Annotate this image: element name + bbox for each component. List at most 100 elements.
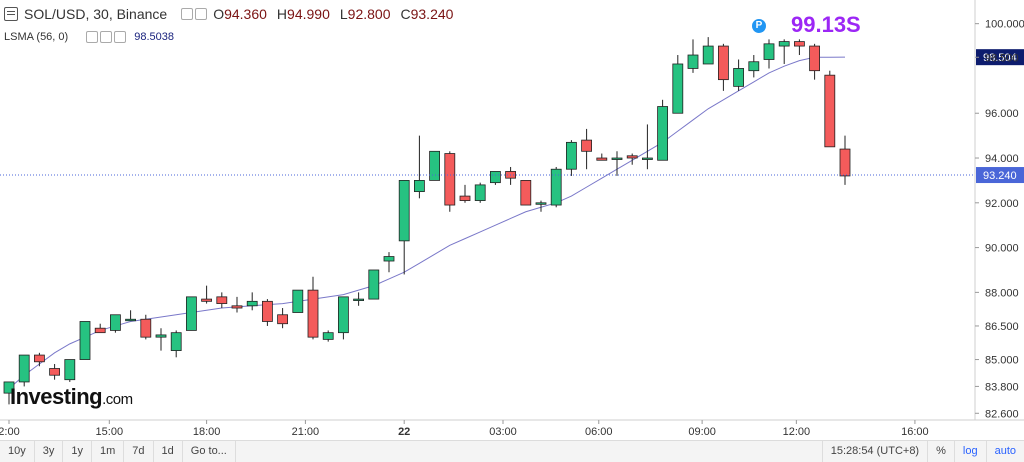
candle-body — [459, 195, 471, 201]
last-price-tag-text: 93.240 — [983, 170, 1017, 182]
y-tick-label: 96.000 — [985, 108, 1019, 120]
price-line-layer: 93.240 98.504 — [0, 49, 1024, 184]
candle — [520, 180, 532, 206]
candle-body — [429, 150, 441, 181]
candle-body — [794, 41, 805, 47]
candle-body — [140, 318, 152, 338]
candle-body — [413, 180, 425, 193]
candle-body — [155, 334, 167, 338]
event-badge[interactable]: P — [752, 19, 766, 33]
x-tick-label: 15:00 — [96, 426, 124, 438]
candle — [292, 289, 304, 313]
settings-icon[interactable] — [195, 8, 208, 20]
candle — [794, 39, 805, 56]
lsma-tag — [976, 49, 1024, 66]
x-tick-label: 12:00 — [783, 426, 811, 438]
y-tick-label: 83.800 — [985, 381, 1019, 393]
y-tick-label: 86.500 — [985, 321, 1019, 333]
menu-icon[interactable] — [4, 7, 18, 21]
candle-body — [292, 289, 304, 313]
indicator-visibility-icon[interactable] — [86, 31, 99, 43]
candle-body — [231, 305, 243, 309]
indicator-value: 98.5038 — [134, 31, 174, 43]
candle-body — [611, 157, 623, 160]
candle-body — [824, 74, 836, 148]
candle — [216, 292, 228, 309]
candle-body — [277, 314, 289, 325]
candle-body — [566, 141, 577, 170]
x-tick-label: 2:00 — [0, 426, 20, 438]
candle-body — [809, 45, 820, 72]
candle-body — [687, 54, 699, 69]
candle-body — [18, 354, 30, 383]
lsma-line — [8, 56, 846, 390]
candle — [778, 39, 790, 64]
candlestick-chart[interactable]: 93.240 98.504 100.000 98.500 96.000 94.000 92… — [0, 0, 1024, 440]
x-tick-label: 22 — [398, 426, 410, 438]
visibility-icon[interactable] — [181, 8, 194, 20]
candle-body — [581, 139, 592, 152]
candle-body — [34, 354, 45, 363]
candle-body — [110, 314, 121, 331]
x-tick-label: 16:00 — [901, 426, 929, 438]
candle-body — [748, 61, 760, 72]
candle — [155, 328, 167, 351]
range-3y-button[interactable]: 3y — [35, 441, 64, 462]
candle-body — [474, 184, 486, 201]
candle — [596, 153, 608, 161]
candle-body — [368, 269, 380, 300]
candles-layer — [3, 37, 851, 405]
candle-body — [337, 296, 349, 334]
range-1m-button[interactable]: 1m — [92, 441, 125, 462]
y-tick-label: 98.500 — [985, 52, 1019, 64]
candle-body — [383, 256, 395, 262]
candle — [79, 321, 91, 360]
candle — [398, 180, 410, 275]
x-tick-label: 09:00 — [688, 426, 716, 438]
axes-layer: 100.000 98.500 96.000 94.000 92.000 90.000 88.… — [0, 0, 1024, 438]
candle-body — [489, 171, 501, 184]
y-tick-label: 82.600 — [985, 408, 1019, 420]
percent-button[interactable]: % — [927, 441, 954, 462]
candle — [307, 276, 319, 340]
range-10y-button[interactable]: 10y — [0, 441, 35, 462]
candle-body — [170, 332, 182, 351]
candle-body — [702, 45, 714, 65]
price-annotation: 99.13S — [791, 12, 861, 37]
candle — [246, 292, 258, 311]
indicator-controls — [84, 31, 127, 43]
y-tick-label: 85.000 — [985, 355, 1019, 367]
indicator-header: LSMA (56, 0) 98.5038 — [4, 31, 174, 43]
candle — [368, 269, 380, 300]
open-value: O94.360 — [213, 6, 267, 22]
log-button[interactable]: log — [953, 441, 986, 462]
range-1y-button[interactable]: 1y — [63, 441, 92, 462]
candle — [763, 39, 775, 69]
candle-body — [778, 41, 790, 47]
candle-body — [672, 63, 684, 114]
candle — [809, 43, 820, 80]
lsma-tag-text: 98.504 — [983, 52, 1017, 64]
candle — [642, 124, 653, 170]
candle — [64, 359, 76, 382]
indicator-settings-icon[interactable] — [100, 31, 113, 43]
auto-button[interactable]: auto — [985, 441, 1024, 462]
range-7d-button[interactable]: 7d — [124, 441, 154, 462]
indicator-close-icon[interactable] — [114, 31, 127, 43]
y-tick-label: 94.000 — [985, 153, 1019, 165]
range-1d-button[interactable]: 1d — [154, 441, 183, 462]
candle — [581, 128, 592, 170]
candle-body — [550, 168, 562, 206]
series-controls — [179, 8, 208, 20]
candle — [626, 153, 638, 165]
ohlc-header: SOL/USD, 30, Binance O94.360 H94.990 L92… — [4, 6, 463, 22]
last-price-tag — [976, 167, 1024, 184]
investing-logo: Investing.com — [10, 384, 133, 409]
candle-body — [322, 332, 334, 340]
goto-button[interactable]: Go to... — [183, 441, 236, 462]
candle — [337, 296, 349, 340]
candle — [718, 43, 729, 91]
candle — [413, 135, 425, 199]
candle-body — [596, 157, 608, 161]
x-tick-label: 03:00 — [489, 426, 517, 438]
